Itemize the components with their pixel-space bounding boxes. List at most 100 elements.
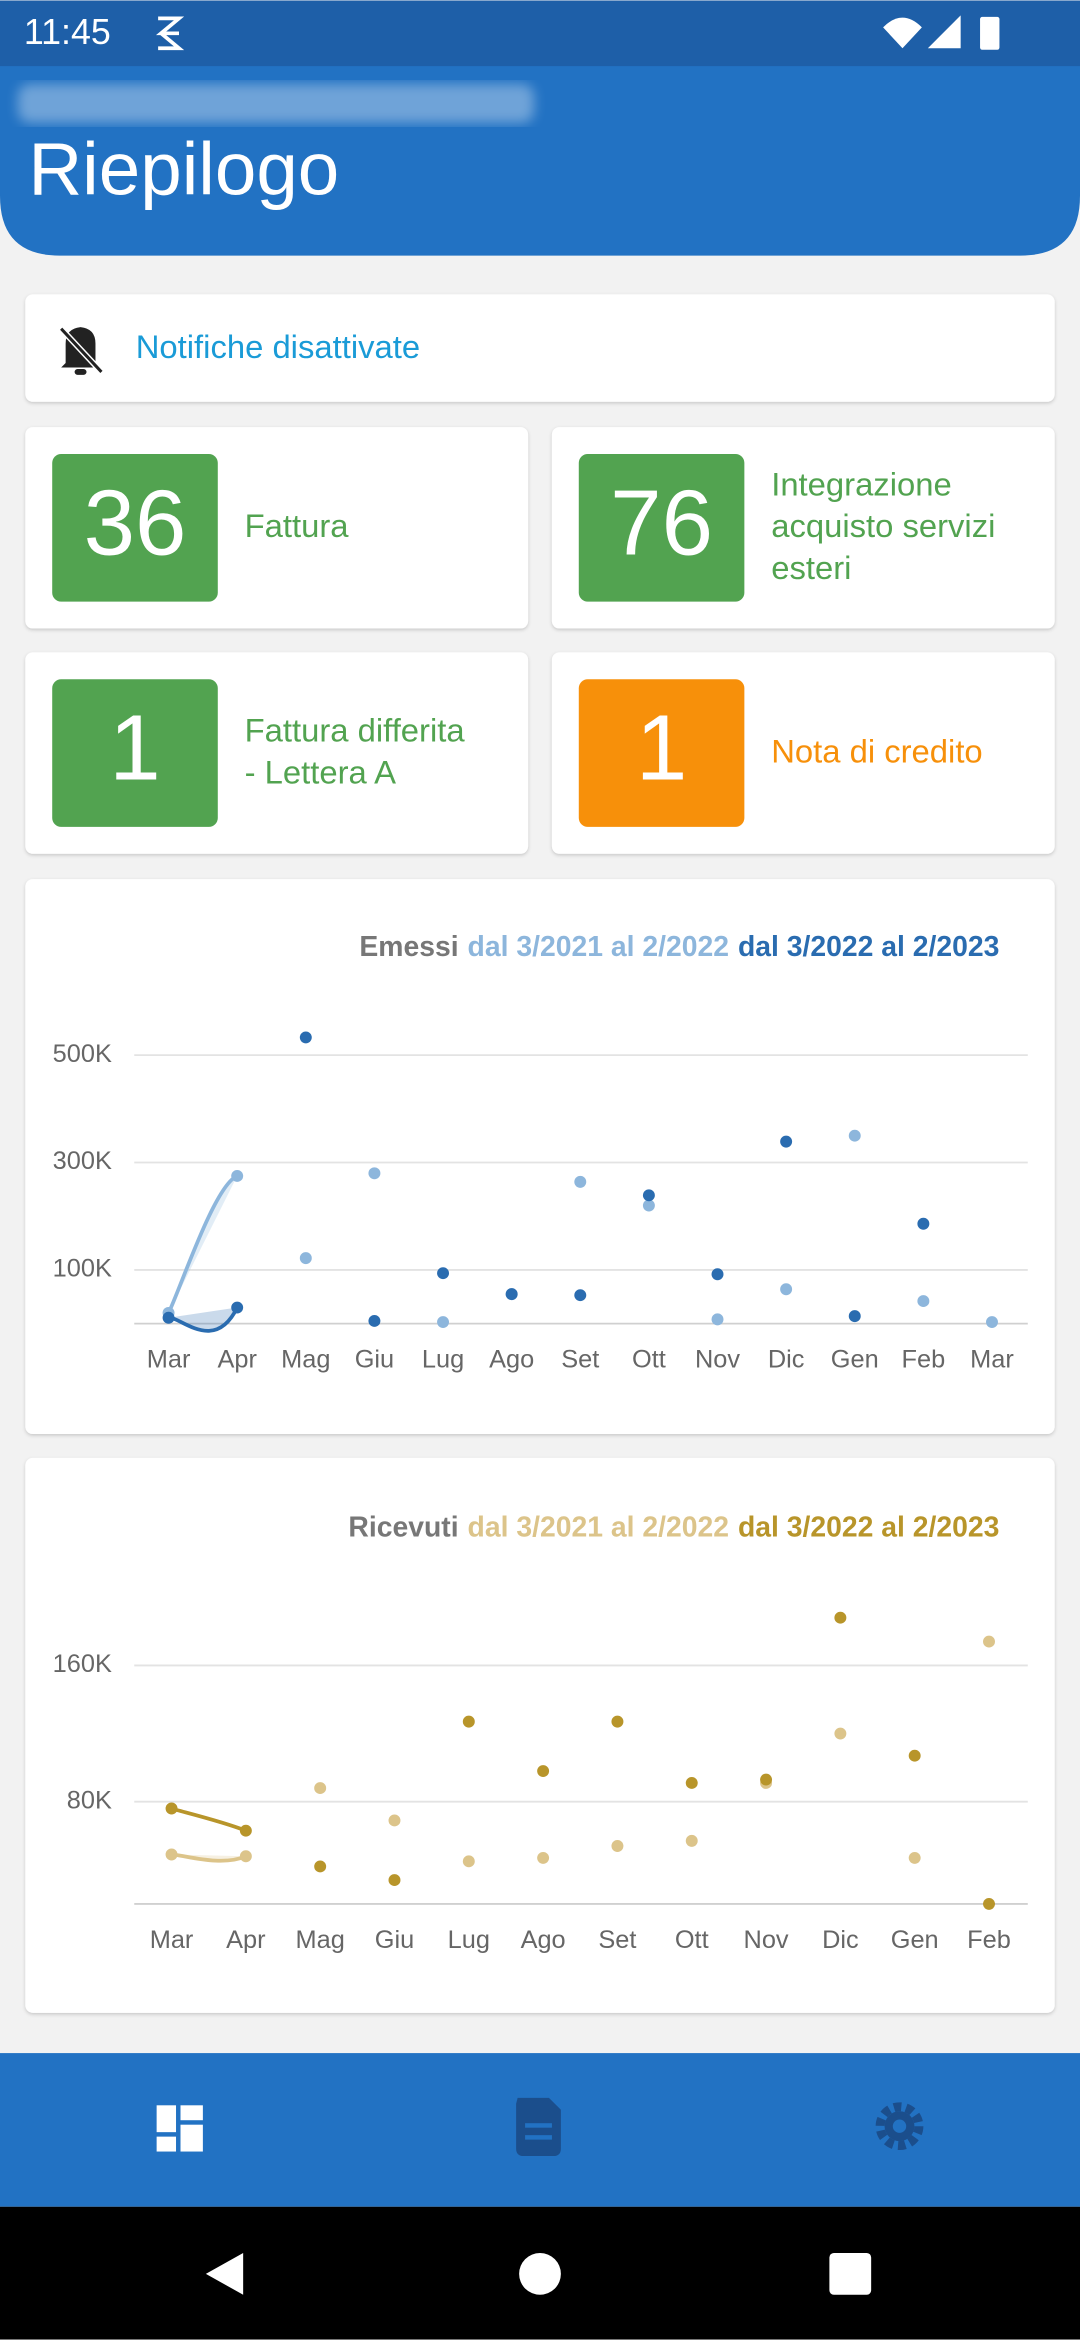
chart-title: Emessi dal 3/2021 al 2/2022 dal 3/2022 al … [359, 932, 999, 964]
data-point [299, 1031, 312, 1044]
data-point [368, 1167, 381, 1180]
series-line [166, 1174, 239, 1314]
tile-count: 36 [84, 470, 187, 574]
back-button[interactable] [205, 2252, 244, 2295]
data-point [611, 1715, 624, 1728]
data-point [537, 1765, 550, 1778]
x-tick-label: Apr [217, 1346, 257, 1374]
tile-label: Integrazione [771, 465, 952, 502]
data-point [299, 1252, 312, 1265]
data-point [462, 1715, 475, 1728]
chart-title: Ricevuti dal 3/2021 al 2/2022 dal 3/2022 a… [348, 1512, 999, 1544]
data-point [505, 1288, 518, 1301]
tile-count: 1 [109, 696, 160, 800]
data-point [574, 1289, 587, 1302]
data-point [917, 1217, 930, 1230]
data-point [611, 1840, 624, 1852]
data-point [834, 1727, 847, 1740]
y-tick-label: 300K [53, 1147, 112, 1175]
recents-button[interactable] [829, 2252, 872, 2295]
header-title: Riepilogo [28, 127, 339, 211]
x-tick-label: Ago [489, 1346, 534, 1374]
data-point [642, 1189, 655, 1202]
x-tick-label: Nov [695, 1346, 740, 1374]
x-tick-label: Mar [147, 1346, 191, 1374]
data-point [388, 1874, 401, 1887]
data-point [848, 1310, 861, 1323]
legend-entry: dal 3/2021 al 2/2022 [468, 1512, 729, 1544]
data-point [711, 1313, 724, 1326]
x-tick-label: Gen [891, 1926, 939, 1954]
x-tick-label: Set [598, 1926, 636, 1954]
data-point [685, 1777, 698, 1789]
bell-off-icon [58, 326, 104, 375]
legend-entry: dal 3/2022 al 2/2023 [738, 1512, 999, 1544]
chart-title-text: Ricevuti [348, 1512, 458, 1544]
battery-icon [980, 16, 1000, 50]
data-point [437, 1267, 450, 1280]
data-point [983, 1635, 995, 1648]
status-time: 11:45 [24, 12, 111, 52]
data-point [231, 1301, 244, 1314]
tile-badge [52, 679, 218, 827]
data-point [908, 1749, 921, 1762]
wifi-icon [883, 17, 922, 49]
data-point [780, 1135, 793, 1148]
data-point [848, 1129, 861, 1142]
tile-count: 76 [610, 470, 713, 574]
x-tick-label: Dic [822, 1926, 859, 1954]
x-tick-label: Dic [768, 1346, 805, 1374]
blurred-subtitle [17, 84, 535, 123]
x-tick-label: Lug [448, 1926, 490, 1954]
x-tick-label: Lug [422, 1346, 464, 1374]
x-tick-label: Mag [296, 1926, 345, 1954]
data-point [165, 1848, 178, 1861]
data-point [162, 1311, 175, 1324]
x-tick-label: Apr [226, 1926, 266, 1954]
dashboard-tab[interactable] [156, 2105, 203, 2152]
documents-tab[interactable] [516, 2097, 561, 2157]
data-point [685, 1834, 698, 1847]
tile-label: - Lettera A [245, 753, 396, 790]
legend-entry: dal 3/2022 al 2/2023 [738, 932, 999, 964]
data-point [437, 1316, 450, 1329]
data-point [983, 1897, 995, 1910]
notification-card[interactable] [25, 294, 1055, 402]
x-tick-label: Giu [375, 1926, 414, 1954]
chart-card [25, 879, 1055, 1435]
data-point [239, 1824, 252, 1837]
tile-label: Fattura differita [245, 712, 466, 749]
y-tick-label: 500K [53, 1040, 112, 1068]
data-point [314, 1860, 327, 1873]
data-point [917, 1295, 930, 1308]
home-button[interactable] [519, 2252, 561, 2295]
tile-label: esteri [771, 549, 851, 586]
x-tick-label: Mar [970, 1346, 1014, 1374]
data-point [165, 1802, 178, 1815]
x-tick-label: Nov [744, 1926, 789, 1954]
data-point [834, 1611, 847, 1624]
data-point [537, 1851, 550, 1864]
status-icon [155, 16, 185, 51]
signal-icon [927, 15, 961, 49]
data-point [574, 1175, 587, 1188]
series-area [168, 1307, 238, 1331]
y-tick-label: 80K [67, 1786, 112, 1814]
notification-text: Notifiche disattivate [136, 328, 420, 365]
chart-card [25, 1457, 1055, 2013]
tile-label: acquisto servizi [771, 507, 995, 544]
x-tick-label: Feb [902, 1346, 946, 1374]
y-tick-label: 160K [53, 1650, 112, 1678]
x-tick-label: Ott [632, 1346, 666, 1374]
tile-badge [578, 453, 745, 602]
data-point [231, 1170, 244, 1182]
tile-count: 1 [636, 696, 687, 800]
tile-badge [52, 453, 218, 602]
x-tick-label: Giu [355, 1346, 394, 1374]
data-point [780, 1283, 793, 1296]
x-tick-label: Mar [150, 1926, 194, 1954]
y-tick-label: 100K [53, 1255, 112, 1283]
chart-title-text: Emessi [359, 932, 458, 964]
x-tick-label: Gen [831, 1346, 879, 1374]
x-tick-label: Mag [281, 1346, 330, 1374]
